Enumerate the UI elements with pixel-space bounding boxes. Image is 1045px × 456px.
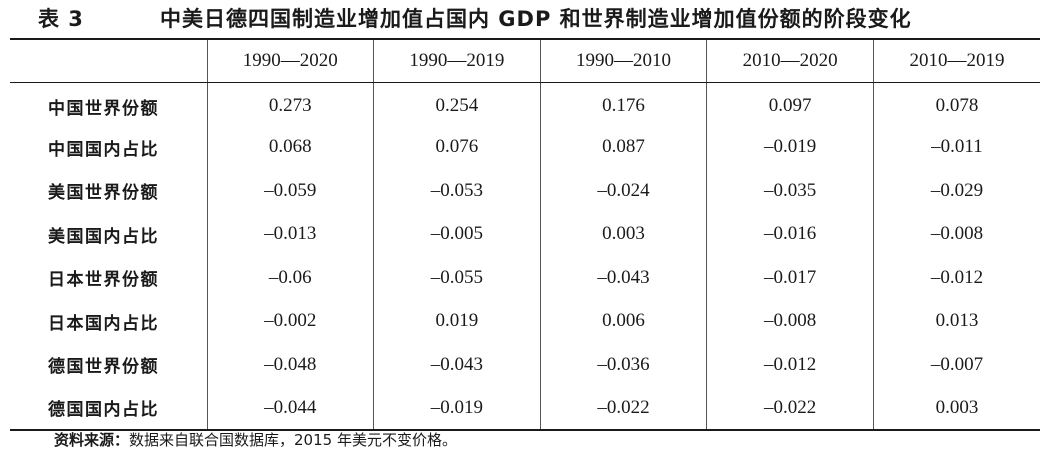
table-row: 中国世界份额 0.273 0.254 0.176 0.097 0.078 — [10, 82, 1040, 126]
table-cell: –0.048 — [206, 343, 374, 387]
table-caption: 中美日德四国制造业增加值占国内 GDP 和世界制造业增加值份额的阶段变化 — [160, 7, 912, 31]
table-cell: –0.059 — [206, 169, 374, 213]
table-cell: 0.076 — [373, 125, 541, 169]
column-header: 1990—2019 — [373, 38, 541, 83]
table-cell: 0.273 — [206, 82, 374, 126]
column-header: 1990—2010 — [539, 38, 707, 83]
table-cell: –0.043 — [539, 256, 707, 300]
table-cell: –0.008 — [706, 299, 874, 343]
table-cell: 0.006 — [539, 299, 707, 343]
table-row: 德国国内占比 –0.044 –0.019 –0.022 –0.022 0.003 — [10, 386, 1040, 431]
column-header: 2010—2019 — [872, 38, 1040, 83]
header-row: 1990—2020 1990—2019 1990—2010 2010—2020 … — [10, 38, 1040, 83]
table-cell: 0.003 — [539, 212, 707, 256]
table-cell: 0.254 — [373, 82, 541, 126]
row-label: 美国世界份额 — [48, 183, 159, 204]
table-cell: –0.012 — [872, 256, 1040, 300]
table-cell: –0.053 — [373, 169, 541, 213]
table-row: 美国世界份额 –0.059 –0.053 –0.024 –0.035 –0.02… — [10, 169, 1040, 213]
table-cell: 0.087 — [539, 125, 707, 169]
column-header: 2010—2020 — [706, 38, 874, 83]
table-cell: –0.005 — [373, 212, 541, 256]
row-label: 中国国内占比 — [48, 139, 159, 160]
table-row: 中国国内占比 0.068 0.076 0.087 –0.019 –0.011 — [10, 125, 1040, 169]
data-table: 1990—2020 1990—2019 1990—2010 2010—2020 … — [10, 38, 1040, 431]
table-cell: 0.013 — [872, 299, 1040, 343]
table-cell: –0.012 — [706, 343, 874, 387]
row-label: 中国世界份额 — [48, 98, 159, 119]
table-cell: –0.008 — [872, 212, 1040, 256]
table-cell: –0.055 — [373, 256, 541, 300]
table-cell: –0.022 — [706, 386, 874, 431]
table-cell: –0.019 — [373, 386, 541, 431]
table-cell: –0.013 — [206, 212, 374, 256]
table-row: 德国世界份额 –0.048 –0.043 –0.036 –0.012 –0.00… — [10, 343, 1040, 387]
row-label: 美国国内占比 — [48, 226, 159, 247]
table-cell: 0.176 — [539, 82, 707, 126]
table-cell: 0.068 — [206, 125, 374, 169]
table-row: 日本国内占比 –0.002 0.019 0.006 –0.008 0.013 — [10, 299, 1040, 343]
table-cell: 0.078 — [872, 82, 1040, 126]
table-cell: –0.019 — [706, 125, 874, 169]
table-cell: –0.029 — [872, 169, 1040, 213]
table-row: 日本世界份额 –0.06 –0.055 –0.043 –0.017 –0.012 — [10, 256, 1040, 300]
table-cell: 0.097 — [706, 82, 874, 126]
column-header — [10, 38, 207, 83]
table-cell: –0.035 — [706, 169, 874, 213]
row-label: 日本世界份额 — [48, 270, 159, 291]
table-cell: –0.011 — [872, 125, 1040, 169]
table-cell: –0.007 — [872, 343, 1040, 387]
table-cell: –0.002 — [206, 299, 374, 343]
row-label: 德国国内占比 — [10, 386, 207, 431]
table-row: 美国国内占比 –0.013 –0.005 0.003 –0.016 –0.008 — [10, 212, 1040, 256]
source-note: 资料来源：数据来自联合国数据库，2015 年美元不变价格。 — [54, 427, 457, 453]
row-label: 德国世界份额 — [48, 357, 159, 378]
table-cell: –0.043 — [373, 343, 541, 387]
column-header: 1990—2020 — [206, 38, 374, 83]
row-label: 日本国内占比 — [48, 313, 159, 334]
table-cell: –0.016 — [706, 212, 874, 256]
table-cell: –0.022 — [539, 386, 707, 431]
table-cell: 0.003 — [872, 386, 1040, 431]
source-label: 资料来源： — [54, 431, 130, 449]
table-number: 表 3 — [38, 7, 84, 31]
table-title: 表 3 中美日德四国制造业增加值占国内 GDP 和世界制造业增加值份额的阶段变化 — [38, 2, 912, 36]
table-cell: –0.036 — [539, 343, 707, 387]
table-cell: –0.024 — [539, 169, 707, 213]
table-cell: –0.017 — [706, 256, 874, 300]
table-cell: –0.06 — [206, 256, 374, 300]
table-cell: –0.044 — [206, 386, 374, 431]
table-cell: 0.019 — [373, 299, 541, 343]
source-text: 数据来自联合国数据库，2015 年美元不变价格。 — [129, 431, 457, 449]
